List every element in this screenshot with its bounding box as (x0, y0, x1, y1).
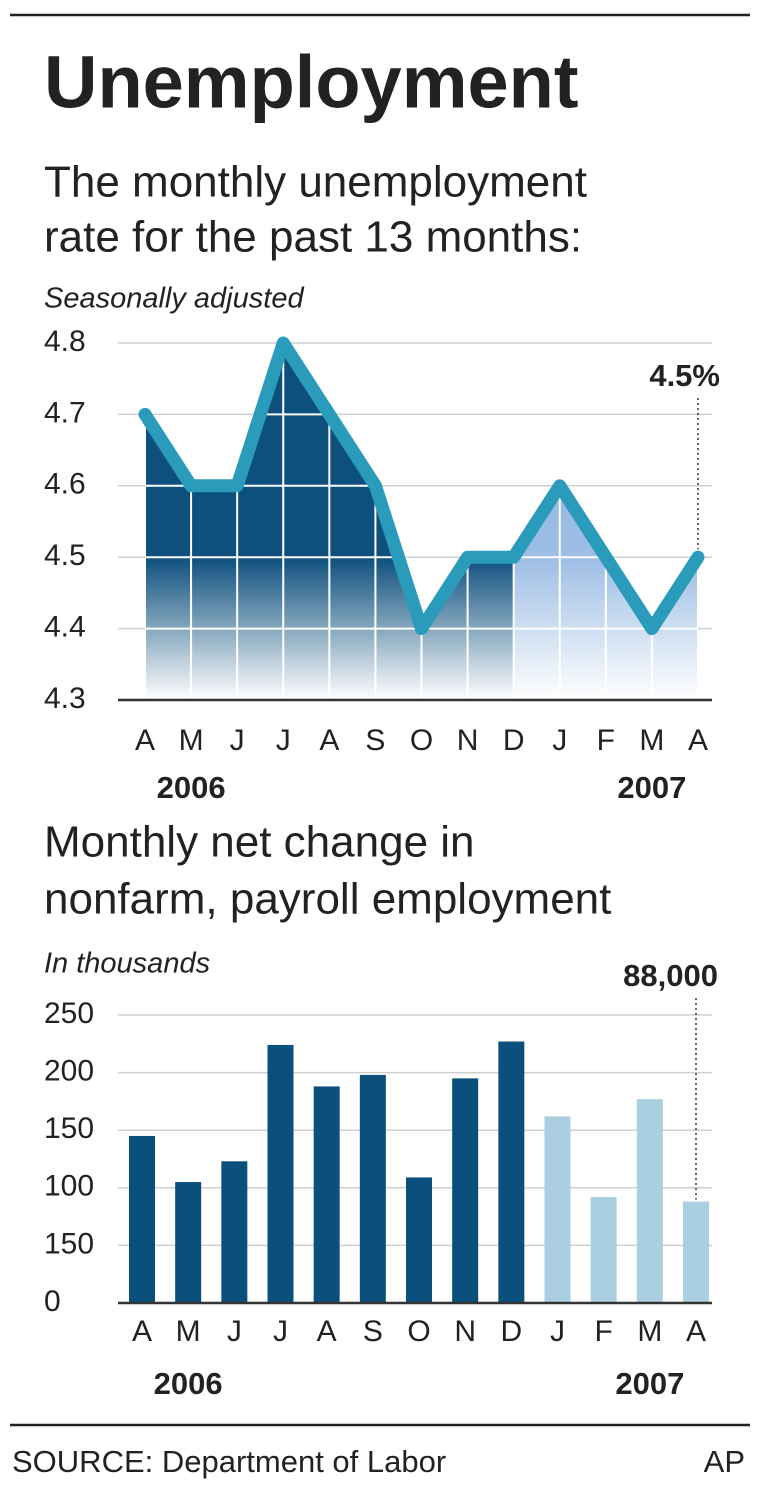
x-tick-label: F (595, 1315, 613, 1348)
value-label: 88,000 (623, 958, 718, 993)
chart-subtitle: In thousands (44, 948, 210, 980)
source: SOURCE: Department of Labor (12, 1444, 446, 1479)
line (138, 336, 705, 636)
x-tick-label: A (319, 724, 339, 757)
x-tick-label: M (639, 724, 664, 757)
x-tick-label: M (176, 1315, 201, 1348)
y-tick-label: 4.4 (44, 611, 86, 644)
bar (267, 1044, 294, 1303)
bar (683, 1201, 709, 1303)
value-label: 4.5% (649, 358, 720, 393)
bar (359, 1074, 386, 1303)
x-tick-label: A (686, 1315, 706, 1348)
x-tick-label: A (688, 724, 708, 757)
x-tick-label: J (273, 1315, 288, 1348)
x-tick-label: J (230, 724, 245, 757)
y-tick-label: 150 (44, 1227, 94, 1260)
bar (498, 1041, 525, 1303)
x-tick-label: S (365, 724, 385, 757)
x-group-label: 2006 (157, 770, 226, 805)
x-tick-label: J (227, 1315, 242, 1348)
title: Unemployment (44, 41, 579, 124)
y-tick-label: 150 (44, 1112, 94, 1145)
chart-title: nonfarm, payroll employment (44, 875, 611, 924)
y-tick-label: 4.5 (44, 539, 86, 572)
chart-title: Monthly net change in (44, 818, 475, 867)
x-tick-label: M (637, 1315, 662, 1348)
credit: AP (704, 1444, 745, 1479)
y-tick-label: 4.3 (44, 682, 86, 715)
bar (544, 1116, 571, 1303)
y-tick-label: 100 (44, 1170, 94, 1203)
x-group-label: 2006 (154, 1366, 223, 1401)
x-tick-label: J (552, 724, 567, 757)
x-tick-label: M (179, 724, 204, 757)
chart-title: The monthly unemployment (44, 158, 587, 207)
x-tick-label: D (503, 724, 525, 757)
x-tick-label: O (410, 724, 433, 757)
x-tick-label: N (454, 1315, 476, 1348)
bar (313, 1086, 340, 1303)
x-tick-label: O (407, 1315, 430, 1348)
bar (590, 1197, 617, 1303)
x-tick-label: F (597, 724, 615, 757)
y-tick-label: 250 (44, 997, 94, 1030)
bar (129, 1135, 155, 1303)
x-tick-label: S (363, 1315, 383, 1348)
x-tick-label: A (135, 724, 155, 757)
bar (406, 1177, 432, 1303)
chart-subtitle: Seasonally adjusted (44, 283, 304, 315)
x-tick-label: N (457, 724, 479, 757)
x-tick-label: A (317, 1315, 337, 1348)
y-tick-label: 4.8 (44, 325, 86, 358)
x-tick-label: J (550, 1315, 565, 1348)
x-tick-label: D (500, 1315, 522, 1348)
x-group-label: 2007 (615, 1366, 684, 1401)
x-tick-label: A (132, 1315, 152, 1348)
y-tick-label: 200 (44, 1055, 94, 1088)
y-tick-label: 4.6 (44, 468, 86, 501)
bar (452, 1078, 479, 1303)
bar (221, 1161, 248, 1303)
x-group-label: 2007 (617, 770, 686, 805)
bar (175, 1182, 202, 1303)
y-tick-label: 4.7 (44, 396, 86, 429)
chart-title: rate for the past 13 months: (44, 213, 582, 262)
y-tick-label: 0 (44, 1285, 61, 1318)
bar (636, 1099, 663, 1303)
x-tick-label: J (276, 724, 291, 757)
